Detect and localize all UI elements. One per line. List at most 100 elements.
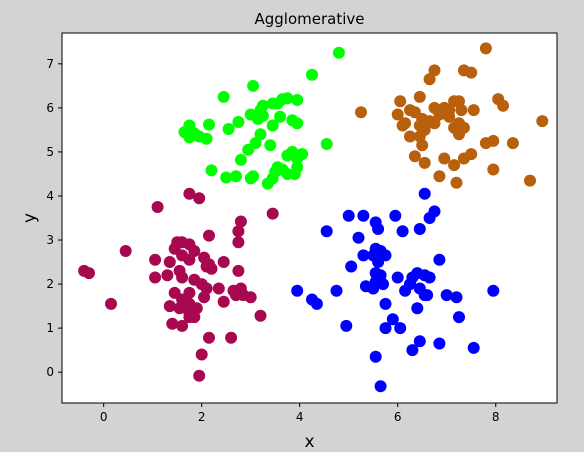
data-point: [234, 153, 247, 166]
data-point: [291, 117, 304, 130]
data-point: [151, 201, 164, 213]
data-point: [487, 284, 500, 297]
data-point: [413, 90, 426, 103]
data-point: [433, 337, 446, 350]
data-point: [423, 212, 436, 224]
data-point: [453, 311, 465, 324]
data-point: [448, 159, 461, 172]
data-point: [234, 215, 247, 228]
data-point: [205, 164, 218, 177]
data-point: [306, 68, 318, 81]
data-point: [163, 256, 176, 268]
data-point: [450, 291, 463, 304]
data-point: [183, 131, 196, 144]
data-point: [391, 271, 404, 284]
data-point: [217, 90, 230, 103]
data-point: [232, 236, 245, 249]
data-point: [423, 271, 436, 284]
data-point: [372, 223, 385, 235]
y-axis-label: y: [20, 213, 40, 223]
data-point: [230, 170, 242, 183]
data-point: [399, 284, 412, 297]
data-point: [418, 156, 431, 169]
data-point: [105, 297, 117, 310]
plot-frame: [61, 32, 558, 404]
data-point: [188, 245, 201, 257]
chart-title: Agglomerative: [254, 10, 364, 28]
data-point: [438, 152, 451, 165]
data-point: [166, 317, 179, 330]
data-point: [479, 42, 492, 55]
data-point: [173, 302, 186, 315]
data-point: [161, 269, 174, 282]
data-point: [205, 262, 218, 275]
data-point: [195, 348, 208, 361]
data-point: [391, 108, 404, 121]
data-point: [264, 139, 277, 152]
data-point: [281, 149, 294, 162]
data-point: [342, 209, 355, 222]
data-point: [119, 245, 132, 257]
plot-area: [62, 33, 557, 403]
data-point: [220, 171, 233, 184]
data-point: [332, 46, 345, 59]
data-point: [394, 95, 407, 108]
data-point: [453, 128, 465, 141]
data-point: [367, 282, 380, 295]
data-point: [433, 108, 446, 121]
data-point: [232, 264, 245, 277]
y-tick-label: 3: [46, 233, 54, 247]
y-tick-label: 0: [46, 365, 54, 379]
data-point: [411, 302, 424, 315]
data-point: [244, 291, 257, 304]
data-point: [345, 260, 358, 273]
data-point: [176, 271, 189, 284]
data-point: [176, 319, 189, 332]
data-point: [254, 128, 267, 141]
data-point: [83, 267, 95, 280]
data-point: [244, 172, 257, 185]
data-point: [357, 249, 370, 262]
data-point: [274, 110, 287, 123]
data-point: [404, 130, 416, 143]
data-point: [497, 99, 510, 112]
data-point: [536, 115, 549, 128]
x-axis-ticks: 0 2 4 6 8: [100, 403, 500, 424]
data-point: [465, 66, 478, 79]
data-point: [266, 207, 279, 220]
data-point: [188, 311, 201, 324]
data-point: [330, 284, 343, 297]
y-tick-label: 7: [46, 57, 54, 71]
data-point: [396, 119, 409, 132]
data-point: [291, 152, 304, 165]
data-point: [457, 152, 470, 165]
y-tick-label: 1: [46, 321, 54, 335]
data-point: [428, 117, 441, 130]
data-point: [288, 168, 301, 180]
data-point: [200, 132, 213, 145]
data-point: [433, 170, 446, 183]
data-point: [467, 104, 480, 117]
data-point: [506, 137, 519, 150]
data-point: [217, 295, 230, 308]
x-tick-label: 6: [394, 410, 402, 424]
data-point: [357, 209, 370, 222]
data-point: [352, 231, 365, 244]
data-point: [291, 94, 304, 106]
data-point: [374, 380, 387, 393]
data-point: [450, 176, 463, 189]
data-point: [455, 104, 468, 117]
data-point: [408, 150, 421, 163]
data-point: [421, 289, 434, 302]
data-point: [261, 177, 274, 190]
data-point: [242, 143, 255, 156]
data-point: [163, 300, 176, 313]
data-point: [524, 174, 536, 187]
x-tick-label: 0: [100, 410, 108, 424]
data-point: [369, 350, 382, 363]
data-point: [320, 138, 333, 150]
y-tick-label: 4: [46, 189, 54, 203]
data-point: [413, 223, 426, 235]
data-point: [252, 112, 264, 125]
